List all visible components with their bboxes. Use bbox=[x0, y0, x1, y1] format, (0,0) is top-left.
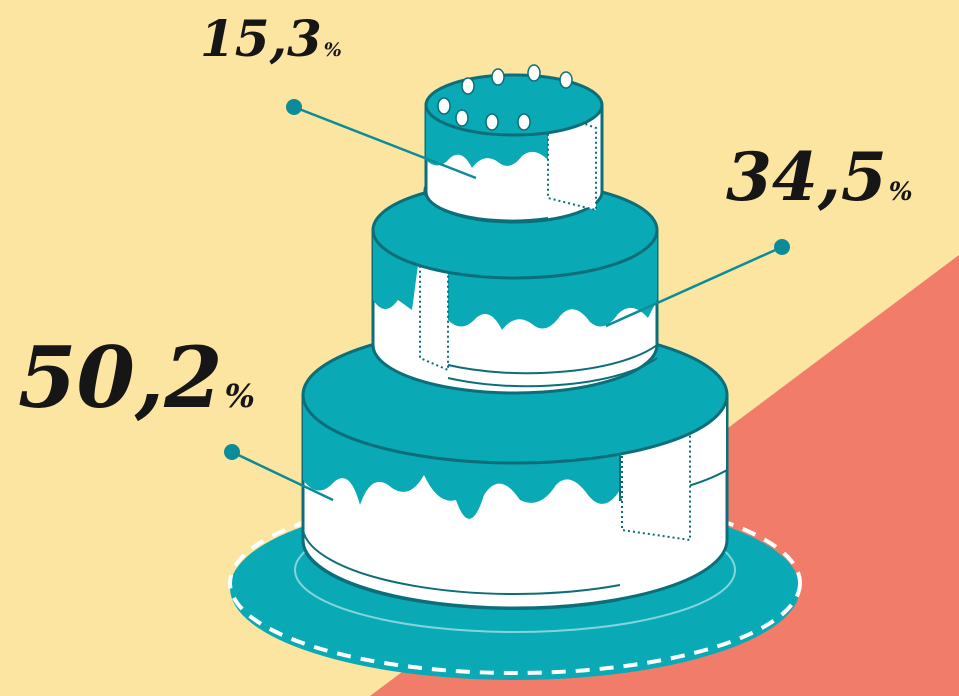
data-label-bottom-tier: 50,2% bbox=[18, 336, 255, 420]
unit-text: % bbox=[323, 39, 342, 61]
leader-dot-left bbox=[224, 444, 240, 460]
leader-line-top bbox=[293, 105, 477, 180]
leader-dot-right bbox=[774, 239, 790, 255]
leader-line-right bbox=[605, 245, 783, 328]
value-text: 34,5 bbox=[726, 138, 887, 216]
data-label-top-tier: 15,3% bbox=[200, 14, 342, 64]
middle-tier bbox=[371, 180, 659, 395]
leader-line-left bbox=[231, 450, 334, 502]
value-text: 15,3 bbox=[200, 9, 322, 68]
unit-text: % bbox=[888, 176, 913, 206]
leader-lines bbox=[224, 99, 790, 502]
unit-text: % bbox=[224, 377, 255, 415]
value-text: 50,2 bbox=[18, 328, 223, 427]
leader-dot-top bbox=[286, 99, 302, 115]
data-label-middle-tier: 34,5% bbox=[726, 144, 913, 210]
meringue-decorations bbox=[437, 64, 573, 131]
top-tier bbox=[423, 64, 604, 224]
cake-illustration bbox=[228, 64, 802, 680]
